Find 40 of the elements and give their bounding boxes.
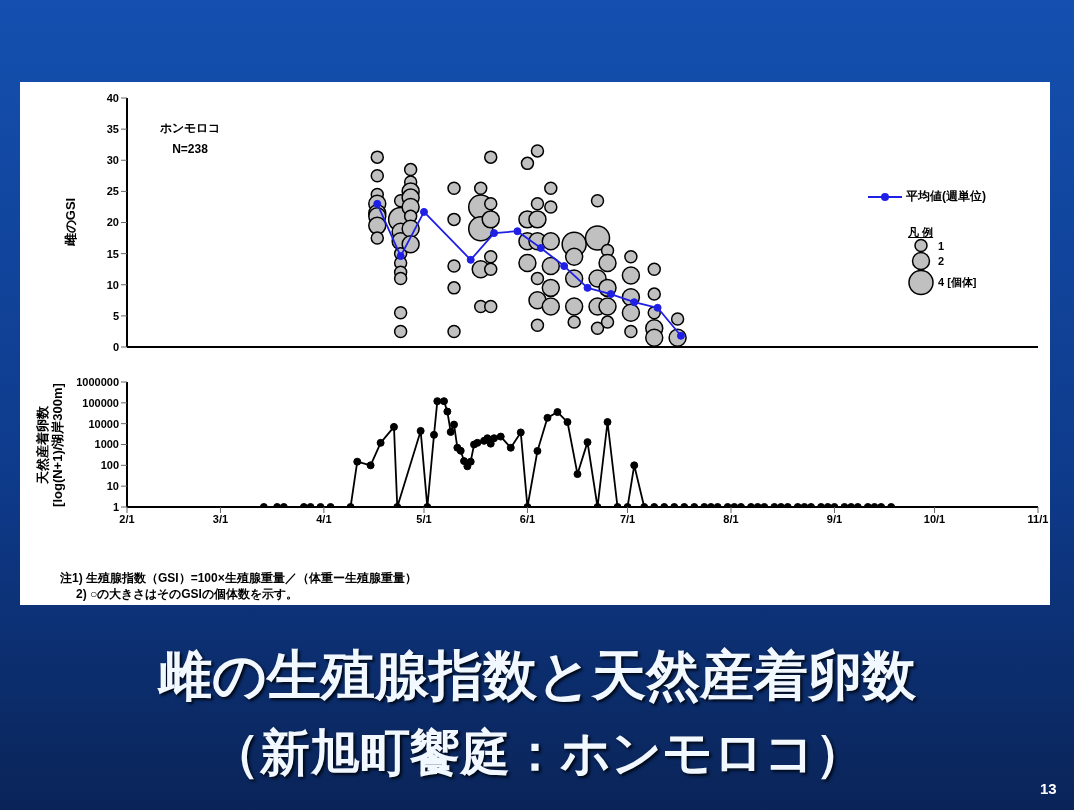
x-tick-label: 2/1 — [119, 512, 135, 525]
x-tick-label: 3/1 — [212, 512, 229, 525]
y-tick-label: 40 — [106, 91, 119, 104]
text: 2) ○の大きさはそのGSIの個体数を示す。 — [76, 586, 298, 603]
legend-label: 2 — [938, 254, 945, 267]
y-tick-label: 20 — [106, 216, 119, 229]
y-tick-label: 10 — [106, 278, 119, 291]
legend-title: 凡 例 — [908, 225, 935, 240]
x-tick-label: 9/1 — [826, 512, 843, 525]
annotation: ホンモロコ — [160, 120, 220, 137]
legend-label: 4 [個体] — [938, 274, 977, 290]
y-axis-title: 雌のGSI — [62, 197, 78, 247]
y-tick-label: 10000 — [88, 417, 119, 430]
text: 雌の生殖腺指数と天然産着卵数 — [156, 644, 917, 707]
x-tick-label: 11/1 — [1027, 512, 1049, 525]
y-tick-label: 1000 — [94, 438, 119, 451]
text: 13 — [1040, 780, 1057, 797]
x-tick-label: 5/1 — [416, 512, 432, 525]
x-tick-label: 6/1 — [519, 512, 536, 525]
y-tick-label: 5 — [112, 309, 119, 322]
y-tick-label: 25 — [106, 185, 119, 198]
x-tick-label: 7/1 — [619, 512, 636, 525]
y-tick-label: 30 — [106, 154, 119, 167]
text: （新旭町饗庭：ホンモロコ） — [209, 725, 865, 781]
y-tick-label: 100 — [100, 459, 119, 472]
y-tick-label: 35 — [106, 123, 119, 136]
y-tick-label: 10 — [106, 480, 119, 493]
y-tick-label: 100000 — [82, 396, 119, 409]
y-tick-label: 1 — [112, 500, 119, 513]
y-tick-label: 0 — [112, 340, 119, 353]
y-axis-title: 天然産着卵数 [log(N+1)/湖岸300m] — [35, 383, 65, 507]
text: 注1) 生殖腺指数（GSI）=100×生殖腺重量／（体重ー生殖腺重量） — [60, 570, 417, 587]
legend-label: 1 — [938, 239, 945, 252]
y-tick-label: 15 — [106, 247, 119, 260]
x-tick-label: 10/1 — [923, 512, 946, 525]
legend-label: 平均値(週単位) — [906, 188, 986, 205]
x-tick-label: 8/1 — [723, 512, 739, 525]
x-tick-label: 4/1 — [316, 512, 332, 525]
y-tick-label: 1000000 — [76, 375, 119, 388]
annotation: N=238 — [172, 142, 208, 156]
